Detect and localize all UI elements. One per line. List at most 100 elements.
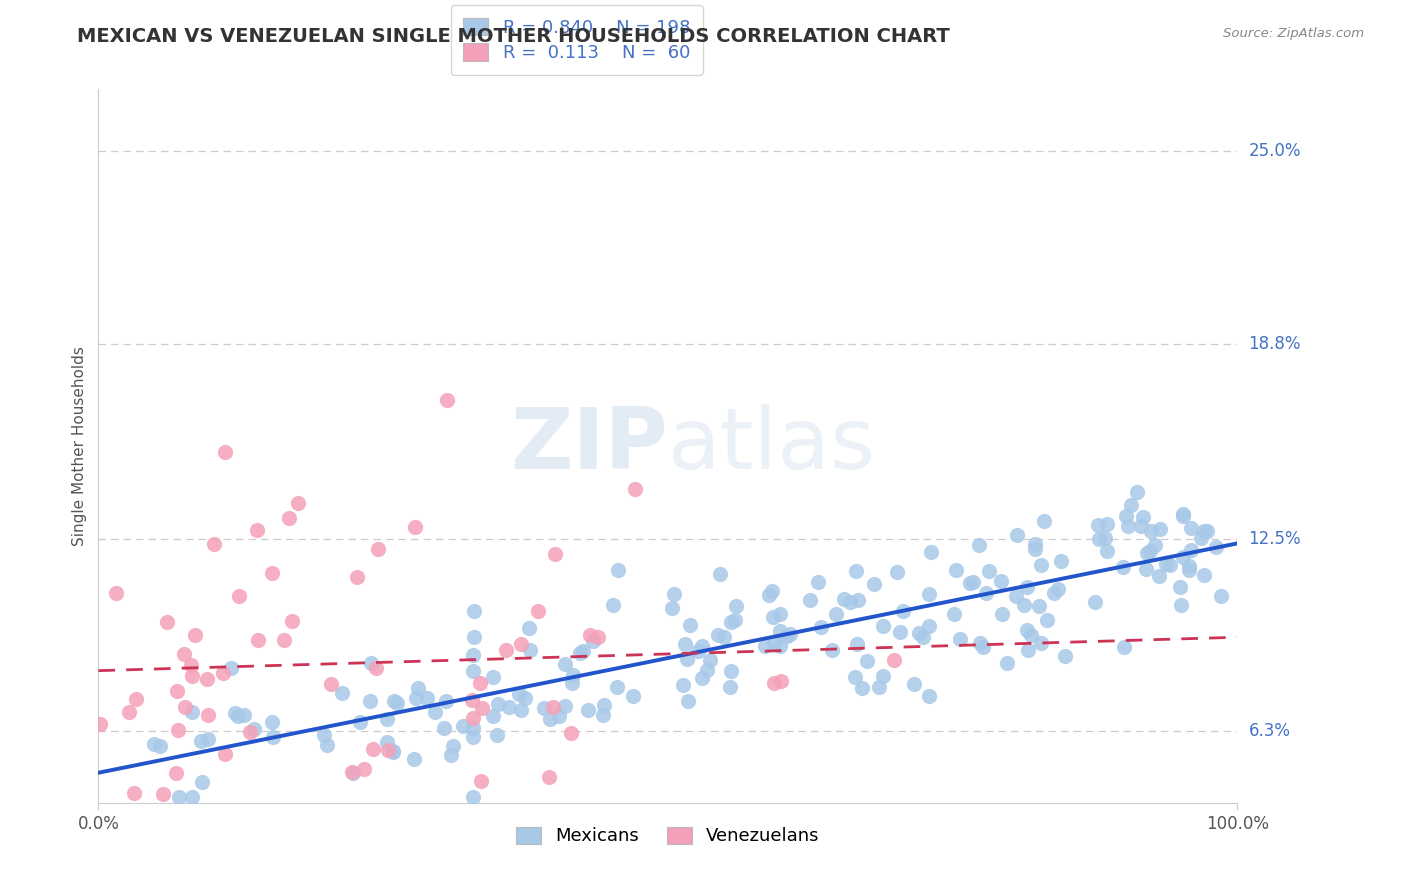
Point [624, 482, 647, 496]
Point [872, 668, 894, 682]
Point [769, 607, 792, 621]
Text: 18.8%: 18.8% [1249, 334, 1301, 352]
Point [214, 444, 236, 458]
Point [972, 640, 994, 655]
Point [195, 672, 218, 686]
Point [554, 698, 576, 713]
Point [404, 520, 426, 534]
Point [1087, 518, 1109, 533]
Point [486, 697, 509, 711]
Point [1180, 521, 1202, 535]
Point [197, 732, 219, 747]
Point [761, 584, 783, 599]
Text: Source: ZipAtlas.com: Source: ZipAtlas.com [1223, 27, 1364, 40]
Point [482, 671, 505, 685]
Legend: Mexicans, Venezuelans: Mexicans, Venezuelans [503, 814, 832, 858]
Point [228, 589, 250, 603]
Point [281, 614, 304, 628]
Point [273, 633, 295, 648]
Point [907, 625, 929, 640]
Point [1170, 580, 1192, 594]
Point [180, 789, 202, 804]
Point [360, 657, 382, 671]
Point [676, 694, 699, 708]
Point [125, 691, 148, 706]
Point [821, 642, 844, 657]
Point [758, 588, 780, 602]
Point [219, 661, 242, 675]
Point [762, 676, 785, 690]
Point [1171, 549, 1194, 564]
Point [1005, 528, 1028, 542]
Point [920, 545, 942, 559]
Point [592, 708, 614, 723]
Point [377, 712, 399, 726]
Point [277, 511, 299, 525]
Point [173, 699, 195, 714]
Point [434, 694, 457, 708]
Point [688, 644, 710, 658]
Point [1024, 537, 1046, 551]
Point [1028, 599, 1050, 614]
Point [807, 574, 830, 589]
Point [461, 648, 484, 663]
Point [943, 607, 966, 621]
Point [1046, 582, 1069, 597]
Point [212, 665, 235, 680]
Point [1171, 507, 1194, 521]
Point [181, 705, 204, 719]
Point [1094, 531, 1116, 545]
Point [385, 696, 408, 710]
Point [967, 538, 990, 552]
Point [586, 630, 609, 644]
Point [679, 618, 702, 632]
Point [832, 591, 855, 606]
Point [190, 775, 212, 789]
Point [330, 686, 353, 700]
Point [538, 712, 561, 726]
Point [1017, 580, 1039, 594]
Point [962, 574, 984, 589]
Point [224, 706, 246, 720]
Point [1004, 589, 1026, 603]
Point [260, 715, 283, 730]
Point [433, 721, 456, 735]
Point [375, 734, 398, 748]
Point [1114, 640, 1136, 654]
Point [844, 670, 866, 684]
Point [1192, 568, 1215, 582]
Point [1140, 524, 1163, 538]
Point [918, 690, 941, 704]
Point [122, 786, 145, 800]
Point [1035, 613, 1057, 627]
Point [977, 564, 1000, 578]
Point [233, 707, 256, 722]
Point [406, 681, 429, 695]
Point [533, 701, 555, 715]
Point [156, 615, 179, 629]
Point [184, 628, 207, 642]
Point [561, 675, 583, 690]
Point [1017, 623, 1039, 637]
Point [769, 639, 792, 653]
Point [239, 725, 262, 739]
Point [485, 728, 508, 742]
Point [173, 648, 195, 662]
Point [1135, 562, 1157, 576]
Point [541, 699, 564, 714]
Point [353, 762, 375, 776]
Point [1192, 524, 1215, 538]
Point [440, 748, 463, 763]
Point [1154, 557, 1177, 571]
Point [991, 607, 1014, 622]
Point [1139, 544, 1161, 558]
Point [287, 496, 309, 510]
Point [1178, 563, 1201, 577]
Point [104, 585, 127, 599]
Point [190, 734, 212, 748]
Point [510, 703, 533, 717]
Point [527, 604, 550, 618]
Point [561, 668, 583, 682]
Point [696, 663, 718, 677]
Point [1159, 558, 1181, 573]
